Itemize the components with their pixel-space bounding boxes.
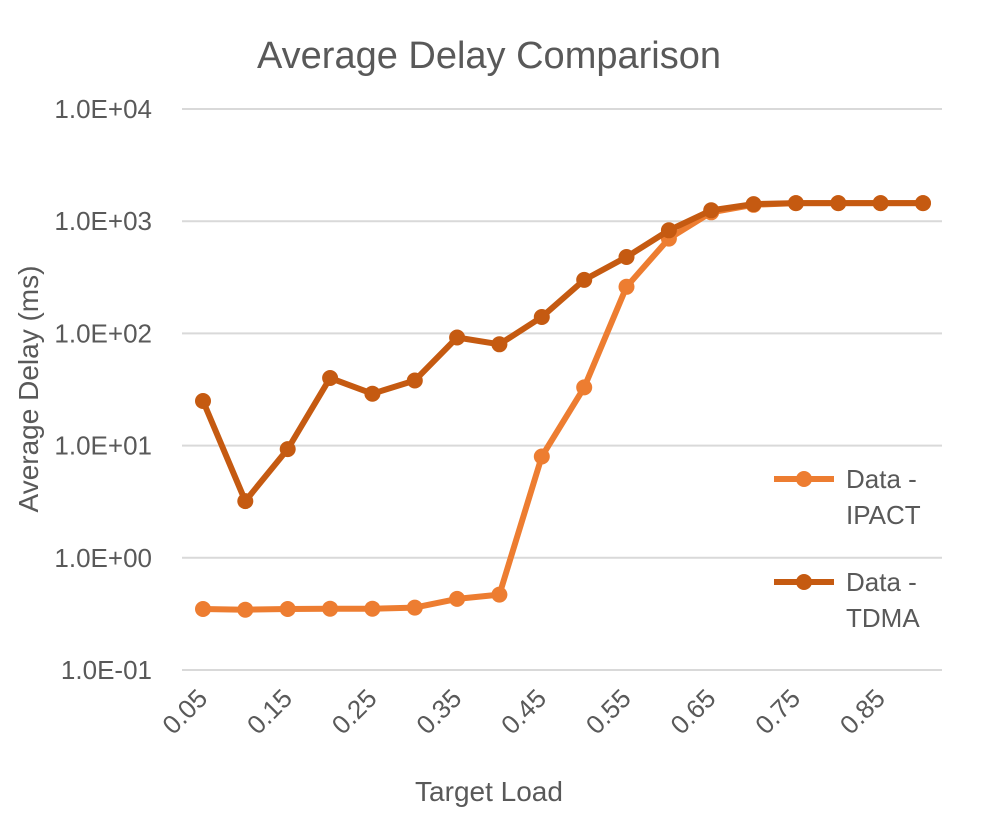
x-tick-label: 0.75 bbox=[749, 683, 806, 740]
data-point bbox=[279, 601, 296, 617]
x-tick-label: 0.15 bbox=[241, 683, 298, 740]
x-tick-label: 0.85 bbox=[834, 683, 891, 740]
data-point bbox=[406, 372, 423, 389]
y-axis-label: Average Delay (ms) bbox=[13, 266, 44, 513]
data-point bbox=[618, 249, 635, 265]
data-point bbox=[195, 393, 211, 409]
y-tick-label: 1.0E+02 bbox=[54, 318, 152, 348]
gridlines bbox=[182, 108, 942, 671]
legend-label: Data -TDMA bbox=[846, 567, 920, 633]
y-tick-label: 1.0E+00 bbox=[54, 543, 152, 573]
x-tick-label: 0.45 bbox=[495, 683, 552, 740]
data-point bbox=[576, 379, 593, 396]
x-tick-label: 0.35 bbox=[410, 683, 467, 740]
data-point bbox=[703, 202, 720, 219]
data-point bbox=[491, 336, 508, 353]
data-point bbox=[830, 195, 847, 212]
data-point bbox=[872, 195, 889, 212]
series-tdma bbox=[195, 195, 931, 510]
x-axis-tick-labels: 0.05 0.15 0.25 0.35 0.45 0.55 0.65 0.75 0.85 bbox=[156, 683, 891, 740]
series-line bbox=[200, 200, 926, 505]
data-point bbox=[449, 329, 466, 346]
data-point bbox=[449, 590, 466, 607]
data-point bbox=[406, 599, 423, 616]
x-tick-label: 0.25 bbox=[326, 683, 383, 740]
x-tick-label: 0.55 bbox=[580, 683, 637, 740]
data-point bbox=[195, 601, 211, 617]
legend-item: Data -IPACT bbox=[774, 464, 921, 530]
x-tick-label: 0.05 bbox=[156, 683, 213, 740]
data-point bbox=[322, 370, 339, 386]
data-point bbox=[745, 196, 762, 213]
data-point bbox=[660, 222, 677, 239]
data-point bbox=[576, 271, 593, 288]
data-point bbox=[237, 493, 254, 510]
data-point bbox=[279, 441, 296, 458]
legend-item: Data -TDMA bbox=[774, 567, 920, 633]
data-point bbox=[491, 586, 508, 603]
y-tick-label: 1.0E-01 bbox=[61, 655, 152, 685]
legend-label: Data -IPACT bbox=[846, 464, 921, 530]
data-point bbox=[322, 600, 339, 617]
y-axis-tick-labels: 1.0E-01 1.0E+00 1.0E+01 1.0E+02 1.0E+03 1.0E+… bbox=[54, 94, 152, 685]
data-point bbox=[237, 601, 254, 618]
data-point bbox=[533, 448, 550, 465]
x-axis-label: Target Load bbox=[415, 776, 563, 807]
y-tick-label: 1.0E+03 bbox=[54, 206, 152, 236]
data-point bbox=[364, 385, 381, 402]
y-tick-label: 1.0E+04 bbox=[54, 94, 152, 124]
y-tick-label: 1.0E+01 bbox=[54, 431, 152, 461]
data-point bbox=[915, 195, 931, 212]
data-point bbox=[533, 309, 550, 325]
series-layer bbox=[195, 195, 931, 618]
legend: Data -IPACT Data -TDMA bbox=[774, 464, 921, 633]
data-point bbox=[364, 600, 381, 617]
series-ipact bbox=[195, 195, 931, 618]
x-tick-label: 0.65 bbox=[664, 683, 721, 740]
data-point bbox=[618, 278, 635, 295]
legend-swatch-marker bbox=[796, 471, 812, 487]
chart-title: Average Delay Comparison bbox=[257, 35, 721, 77]
data-point bbox=[787, 195, 804, 212]
legend-swatch-marker bbox=[796, 574, 812, 590]
